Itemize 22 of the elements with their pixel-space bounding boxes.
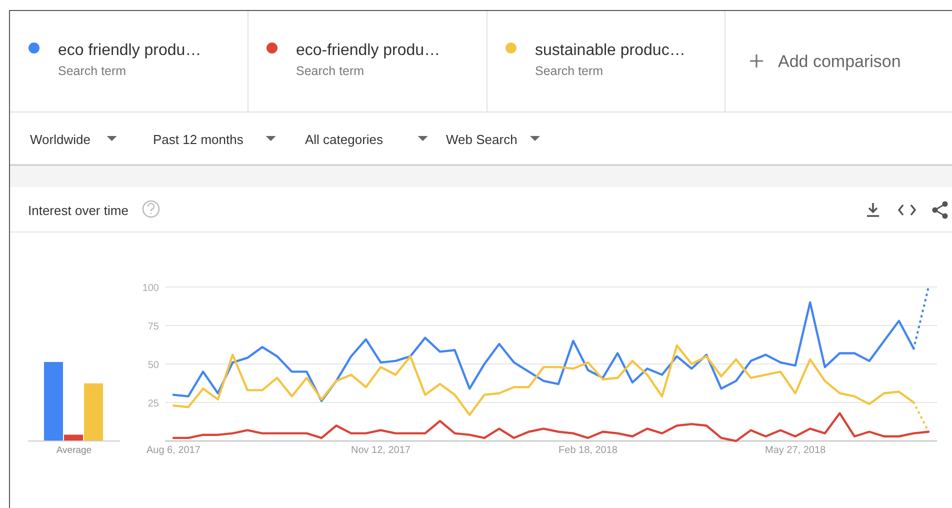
x-tick-label: May 27, 2018 — [764, 445, 826, 456]
text: Web Search — [446, 132, 518, 147]
text: Worldwide — [30, 132, 90, 147]
x-tick-label: Nov 12, 2017 — [350, 445, 411, 456]
text: All categories — [305, 132, 384, 147]
y-tick-label: 100 — [142, 283, 160, 294]
y-tick-label: 25 — [148, 398, 160, 410]
x-tick-label: Feb 18, 2018 — [558, 445, 618, 456]
text: Search term — [296, 64, 364, 78]
legend-label: eco-friendly produ… — [296, 42, 440, 59]
y-tick-label: 50 — [148, 360, 160, 371]
y-tick-label: 75 — [148, 322, 160, 332]
legend-label: eco friendly produ… — [58, 42, 202, 59]
text: Search term — [58, 64, 126, 78]
chart-title: Interest over time — [28, 203, 128, 218]
x-tick-label: Average — [56, 445, 92, 456]
legend-label: sustainable produc… — [535, 42, 686, 59]
x-tick-label: Aug 6, 2017 — [146, 445, 201, 456]
text: Add comparison — [778, 52, 901, 71]
text: Past 12 months — [153, 132, 244, 147]
text: Search term — [535, 64, 604, 78]
line-series — [172, 412, 930, 442]
